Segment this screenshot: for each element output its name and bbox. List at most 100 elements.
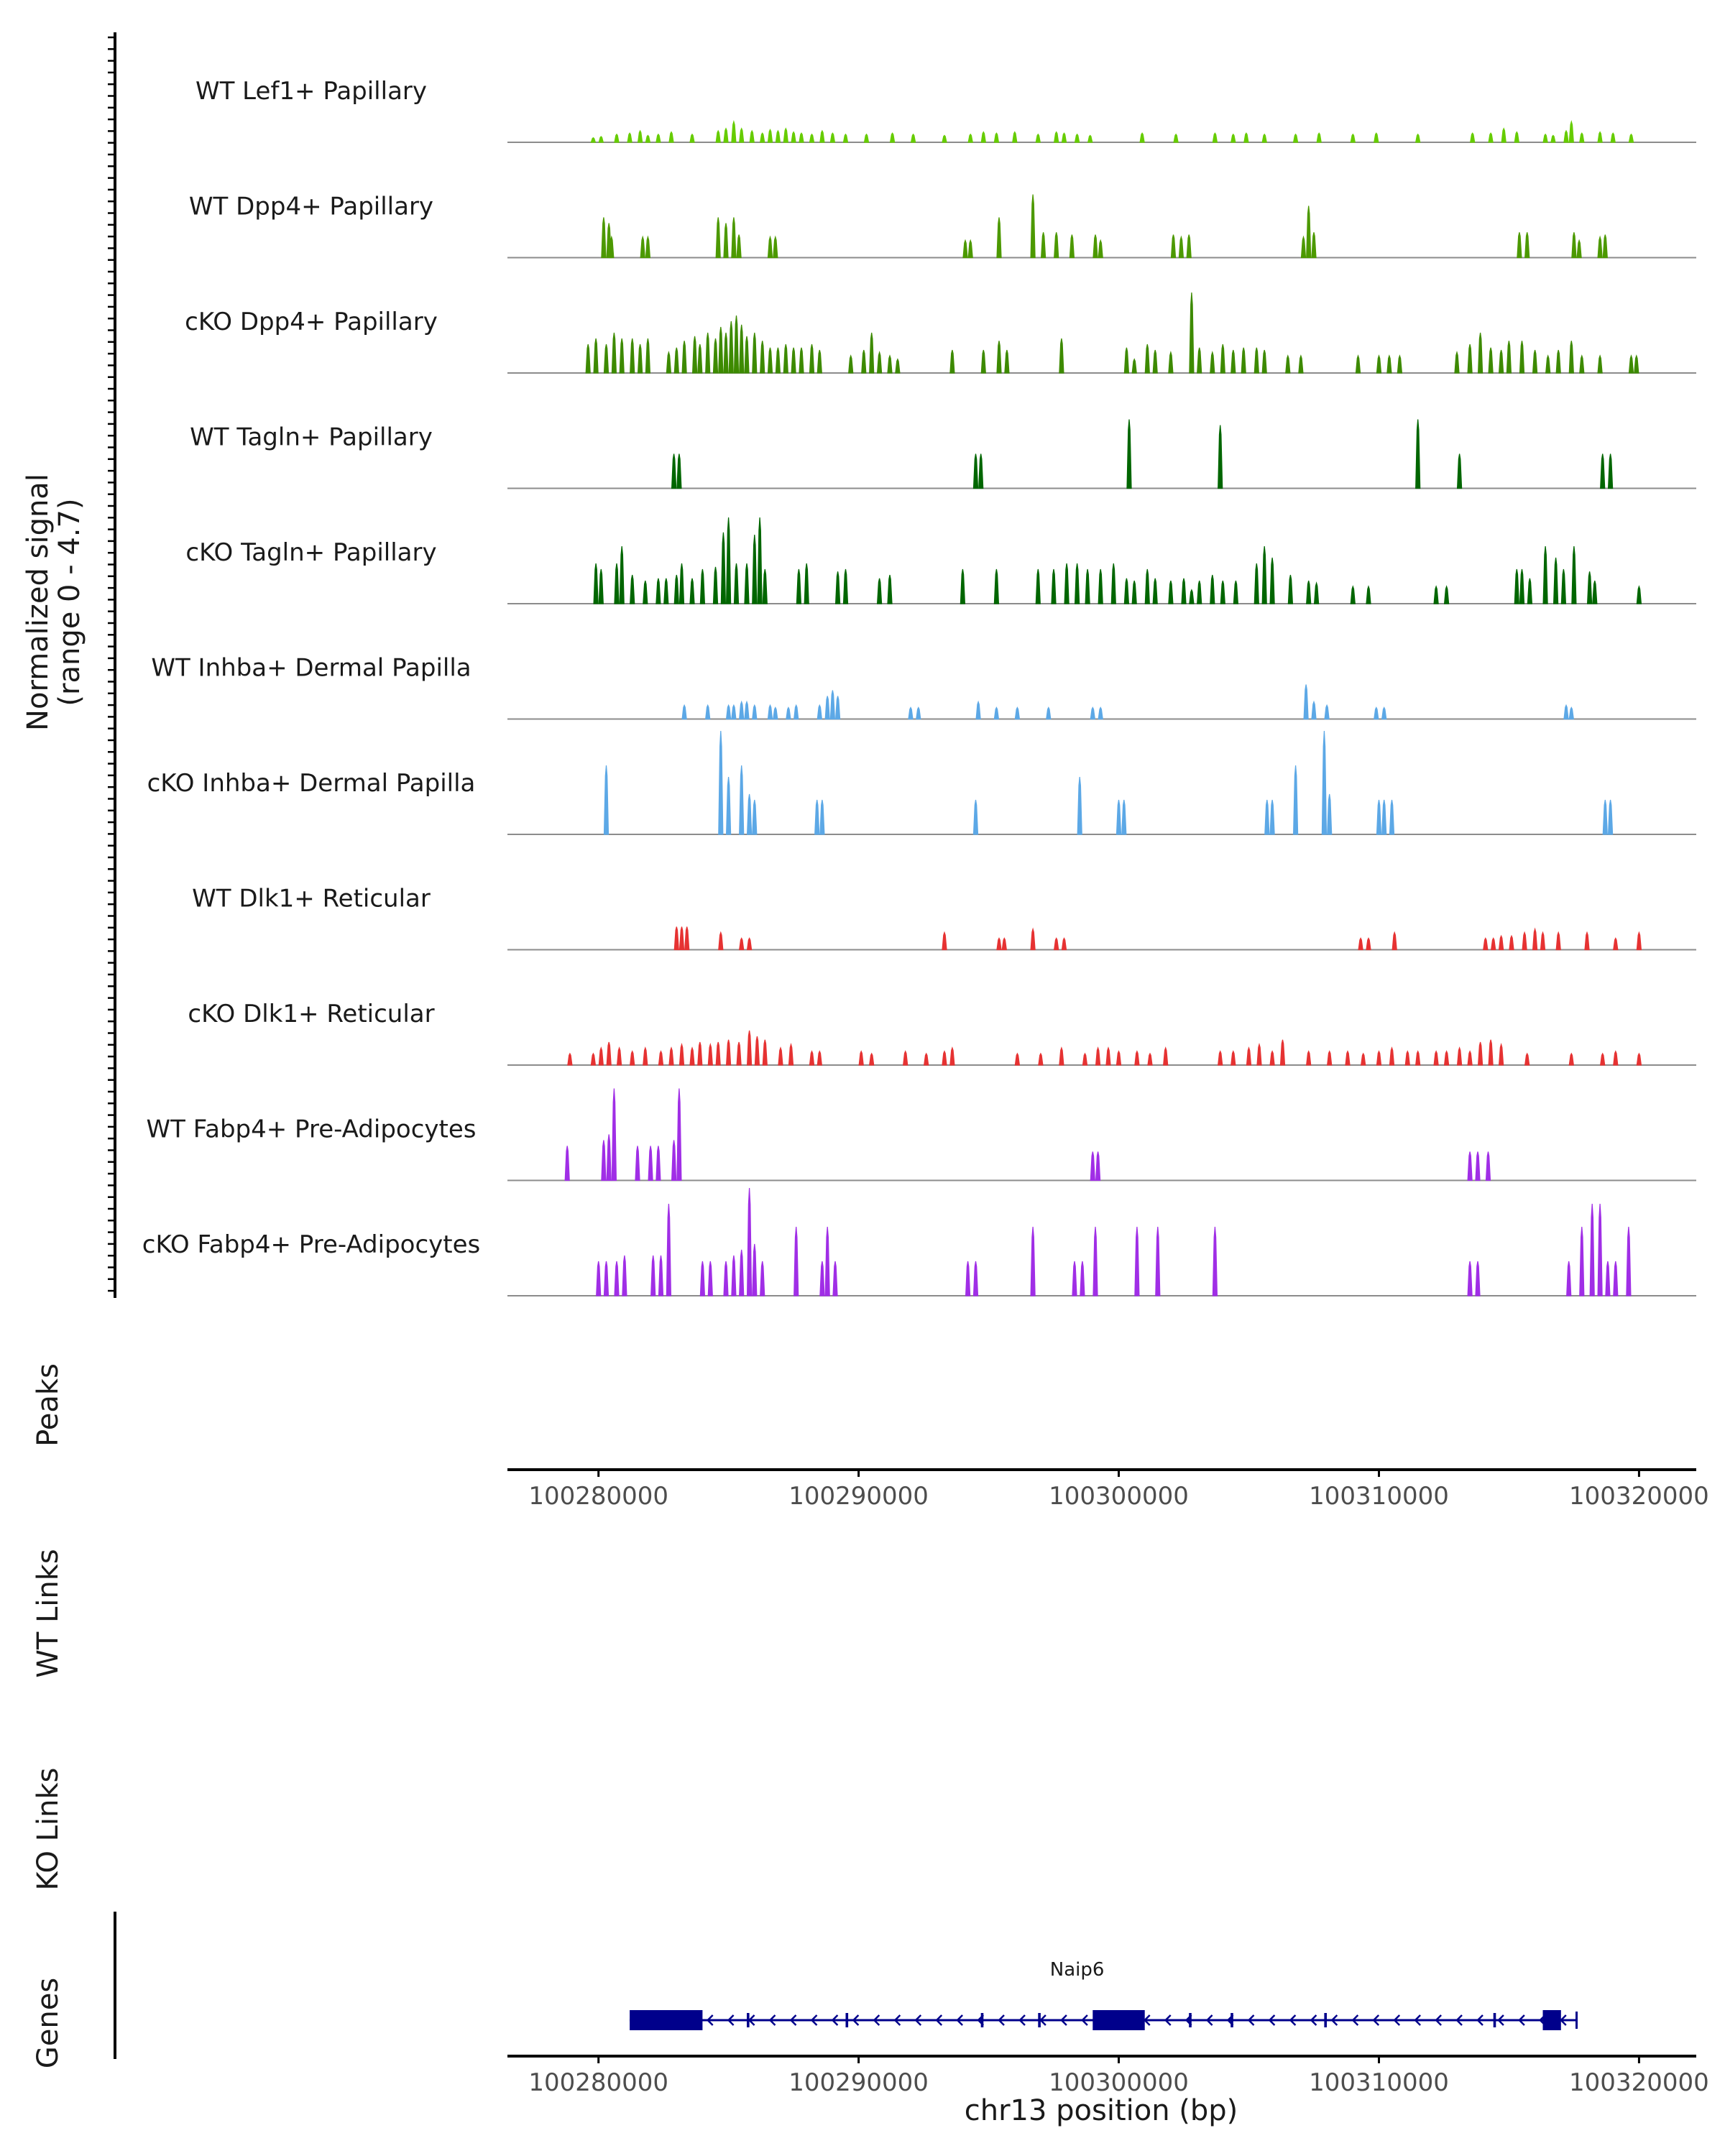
signal-peak bbox=[1568, 119, 1574, 143]
signal-peak bbox=[1532, 927, 1538, 951]
signal-peak bbox=[614, 133, 620, 143]
signal-peak bbox=[650, 1255, 656, 1296]
signal-peak bbox=[1035, 133, 1041, 143]
signal-peak bbox=[1345, 1050, 1351, 1066]
signal-peak bbox=[1313, 581, 1320, 604]
panel-label: KO Links bbox=[32, 1768, 65, 1891]
signal-peak bbox=[1087, 134, 1093, 143]
signal-peak bbox=[949, 349, 955, 374]
signal-peak bbox=[715, 1041, 721, 1066]
signal-peak bbox=[736, 234, 742, 259]
signal-peak bbox=[1311, 232, 1317, 259]
signal-peak bbox=[1116, 799, 1122, 835]
signal-peak bbox=[996, 341, 1002, 374]
signal-peak bbox=[1074, 133, 1080, 143]
signal-peak bbox=[1545, 354, 1551, 374]
track-6: WT Inhba+ Dermal Papilla bbox=[151, 654, 1696, 720]
signal-peak bbox=[1366, 585, 1371, 604]
strand-arrow bbox=[1081, 2014, 1088, 2026]
signal-peak bbox=[1506, 341, 1512, 374]
strand-arrow bbox=[1414, 2014, 1421, 2026]
strand-arrow bbox=[768, 2014, 776, 2026]
signal-peak bbox=[752, 1243, 758, 1296]
track-label: WT Fabp4+ Pre-Adipocytes bbox=[147, 1115, 477, 1144]
signal-peak bbox=[603, 344, 610, 374]
signal-peak bbox=[824, 696, 830, 720]
signal-peak bbox=[598, 568, 604, 604]
signal-peak bbox=[635, 1146, 640, 1181]
signal-peak bbox=[1350, 133, 1356, 143]
signal-peak bbox=[723, 332, 729, 374]
signal-peak bbox=[1001, 937, 1007, 951]
track-8: WT Dlk1+ Reticular bbox=[192, 885, 1696, 951]
signal-peak bbox=[757, 517, 763, 604]
track-label: WT Dpp4+ Papillary bbox=[189, 193, 433, 221]
signal-peak bbox=[972, 1261, 979, 1296]
signal-peak bbox=[816, 704, 822, 720]
signal-peak bbox=[1311, 700, 1317, 720]
signal-peak bbox=[1628, 133, 1634, 143]
signal-peak bbox=[723, 127, 729, 143]
signal-peak bbox=[824, 1226, 830, 1296]
signal-peak bbox=[1327, 793, 1333, 835]
signal-peak bbox=[712, 566, 719, 604]
signal-peak bbox=[1077, 776, 1082, 835]
signal-peak bbox=[903, 1050, 908, 1066]
signal-peak bbox=[1542, 133, 1548, 143]
signal-peak bbox=[1560, 568, 1567, 604]
signal-peak bbox=[656, 1146, 661, 1181]
signal-peak bbox=[1074, 563, 1080, 604]
signal-peak bbox=[593, 338, 599, 374]
signal-peak bbox=[1498, 1042, 1504, 1066]
signal-peak bbox=[842, 568, 849, 604]
signal-peak bbox=[1600, 1052, 1606, 1066]
signal-peak bbox=[707, 1261, 713, 1296]
strand-arrow bbox=[810, 2014, 818, 2026]
signal-peak bbox=[739, 127, 745, 143]
signal-peak bbox=[1098, 568, 1103, 604]
signal-peak bbox=[1233, 580, 1239, 604]
signal-peak bbox=[1350, 585, 1356, 604]
signal-peak bbox=[1634, 354, 1639, 374]
strand-arrow bbox=[935, 2014, 943, 2026]
signal-peak bbox=[1568, 341, 1574, 374]
signal-peak bbox=[791, 131, 796, 143]
signal-peak bbox=[1218, 425, 1223, 489]
track-label: cKO Tagln+ Papillary bbox=[185, 538, 436, 567]
signal-peak bbox=[924, 1052, 929, 1066]
signal-peak bbox=[829, 132, 836, 143]
signal-peak bbox=[1358, 937, 1363, 951]
signal-peak bbox=[1131, 580, 1137, 604]
signal-peak bbox=[1610, 132, 1616, 143]
signal-peak bbox=[1218, 1050, 1223, 1066]
signal-peak bbox=[1254, 347, 1259, 374]
signal-peak bbox=[637, 344, 643, 374]
signal-peak bbox=[656, 578, 661, 604]
signal-peak bbox=[1324, 704, 1330, 720]
signal-peak bbox=[1080, 1261, 1085, 1296]
signal-peak bbox=[627, 132, 632, 143]
strand-arrow bbox=[1351, 2014, 1359, 2026]
signal-peak bbox=[1168, 580, 1174, 604]
strand-arrow bbox=[998, 2014, 1005, 2026]
signal-peak bbox=[848, 354, 854, 374]
signal-peak bbox=[1550, 134, 1556, 143]
track-label: WT Tagln+ Papillary bbox=[190, 423, 433, 452]
signal-peak bbox=[889, 132, 896, 143]
signal-peak bbox=[645, 338, 651, 374]
signal-peak bbox=[749, 129, 755, 143]
strand-arrow bbox=[1330, 2014, 1338, 2026]
strand-arrow bbox=[893, 2014, 901, 2026]
signal-peak bbox=[1607, 453, 1614, 489]
signal-peak bbox=[1443, 1050, 1450, 1066]
strand-arrow bbox=[1455, 2014, 1463, 2026]
signal-peak bbox=[791, 347, 796, 374]
signal-peak bbox=[895, 358, 901, 374]
signal-peak bbox=[1004, 349, 1010, 374]
panel-label: WT Links bbox=[32, 1549, 65, 1677]
signal-peak bbox=[1321, 730, 1328, 835]
signal-peak bbox=[1144, 568, 1150, 604]
signal-peak bbox=[725, 517, 732, 604]
signal-peak bbox=[1155, 1226, 1161, 1296]
